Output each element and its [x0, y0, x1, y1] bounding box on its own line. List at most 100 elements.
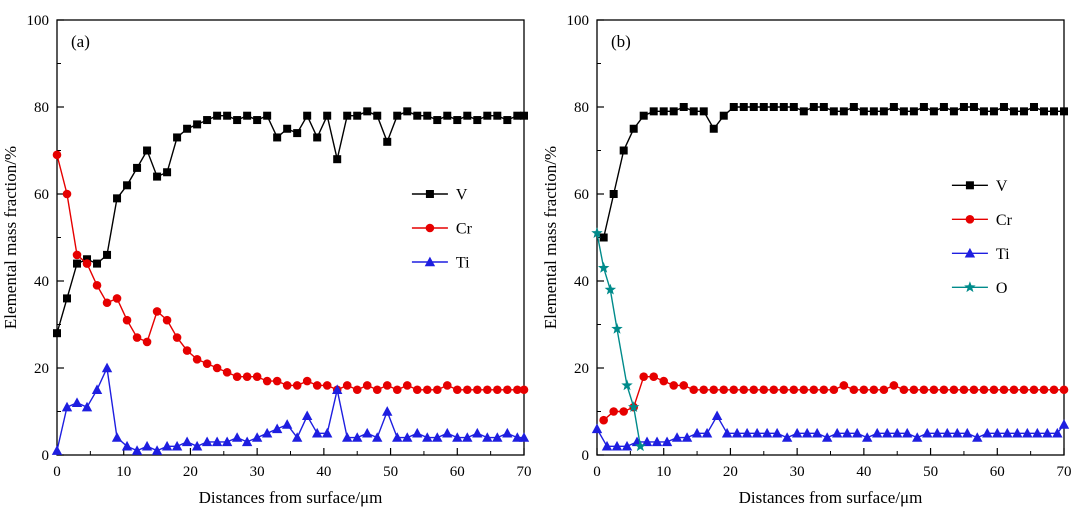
marker-triangle: [601, 440, 613, 451]
marker-square: [639, 111, 648, 120]
marker-square: [503, 116, 512, 125]
marker-triangle: [1042, 427, 1053, 438]
marker-square: [83, 255, 92, 264]
marker-triangle: [221, 436, 233, 447]
marker-triangle: [591, 423, 603, 434]
x-tick-label: 0: [593, 464, 601, 480]
marker-triangle: [442, 427, 453, 438]
marker-square: [809, 103, 818, 111]
marker-triangle: [952, 427, 963, 438]
marker-triangle: [362, 427, 373, 438]
marker-triangle: [121, 440, 133, 451]
marker-square: [213, 111, 222, 120]
marker-square: [829, 107, 838, 116]
marker-triangle: [201, 436, 213, 447]
marker-square: [619, 146, 628, 155]
marker-circle: [222, 368, 232, 377]
marker-triangle: [1052, 427, 1063, 438]
marker-circle: [789, 385, 799, 395]
marker-circle: [462, 385, 472, 395]
marker-circle: [969, 385, 979, 395]
marker-circle: [1059, 385, 1069, 395]
marker-circle: [422, 385, 432, 395]
marker-circle: [473, 385, 482, 395]
marker-circle: [242, 372, 252, 382]
marker-square: [163, 168, 172, 177]
marker-square: [433, 116, 442, 125]
marker-triangle: [621, 440, 633, 451]
x-tick-label: 70: [1057, 464, 1072, 480]
marker-square: [709, 124, 718, 133]
marker-circle: [92, 281, 102, 290]
marker-triangle: [71, 397, 83, 407]
x-tick-label: 70: [517, 464, 532, 480]
marker-circle: [352, 385, 362, 395]
marker-square: [789, 103, 798, 111]
marker-triangle: [731, 427, 743, 438]
marker-circle: [719, 385, 729, 395]
legend-label-Cr: Cr: [996, 212, 1013, 229]
marker-circle: [689, 385, 699, 395]
marker-circle: [989, 385, 999, 395]
series-Cr: [599, 372, 1069, 425]
marker-circle: [192, 355, 202, 364]
marker-square: [1060, 107, 1068, 116]
marker-square: [463, 111, 472, 120]
marker-triangle: [851, 427, 863, 438]
marker-square: [909, 107, 918, 116]
marker-square: [103, 250, 112, 259]
marker-triangle: [641, 436, 653, 447]
legend-label-Cr: Cr: [456, 221, 473, 238]
marker-circle: [699, 385, 709, 395]
marker-square: [1049, 107, 1058, 116]
marker-triangle: [1012, 427, 1023, 438]
marker-triangle: [781, 432, 793, 442]
marker-triangle: [982, 427, 993, 438]
marker-triangle: [972, 432, 983, 442]
marker-circle: [889, 381, 899, 390]
marker-square: [123, 181, 132, 190]
marker-triangle: [171, 440, 183, 451]
marker-circle: [102, 298, 112, 308]
marker-circle: [949, 385, 959, 395]
marker-circle: [779, 385, 789, 395]
panel-label: (b): [611, 32, 631, 51]
marker-square: [949, 107, 958, 116]
marker-square: [769, 103, 778, 111]
marker-triangle: [992, 427, 1003, 438]
x-tick-label: 20: [183, 464, 198, 480]
y-tick-label: 60: [574, 187, 589, 203]
marker-circle: [849, 385, 859, 395]
marker-triangle: [342, 432, 353, 442]
marker-triangle: [741, 427, 753, 438]
marker-triangle: [611, 440, 623, 451]
marker-square: [143, 146, 152, 155]
marker-circle: [162, 315, 172, 325]
marker-circle: [262, 376, 272, 386]
marker-circle: [819, 385, 829, 395]
x-tick-label: 0: [53, 464, 61, 480]
marker-circle: [759, 385, 769, 395]
marker-square: [283, 124, 292, 133]
marker-triangle: [518, 432, 530, 442]
marker-triangle: [101, 362, 113, 373]
marker-triangle: [191, 440, 203, 451]
marker-square: [203, 116, 212, 125]
marker-square: [483, 111, 492, 120]
marker-square: [153, 172, 162, 181]
marker-square: [113, 194, 122, 203]
marker-square: [63, 294, 72, 303]
marker-triangle: [661, 436, 673, 447]
marker-square: [1009, 107, 1018, 116]
y-axis-title: Elemental mass fraction/%: [1, 146, 20, 329]
marker-square: [313, 133, 322, 142]
marker-triangle: [882, 427, 893, 438]
marker-circle: [322, 381, 332, 390]
marker-triangle: [291, 432, 303, 442]
marker-circle: [809, 385, 819, 395]
marker-star: [634, 440, 647, 452]
marker-square: [699, 107, 708, 116]
marker-square: [303, 111, 312, 120]
marker-triangle: [151, 445, 163, 455]
marker-square: [1019, 107, 1028, 116]
